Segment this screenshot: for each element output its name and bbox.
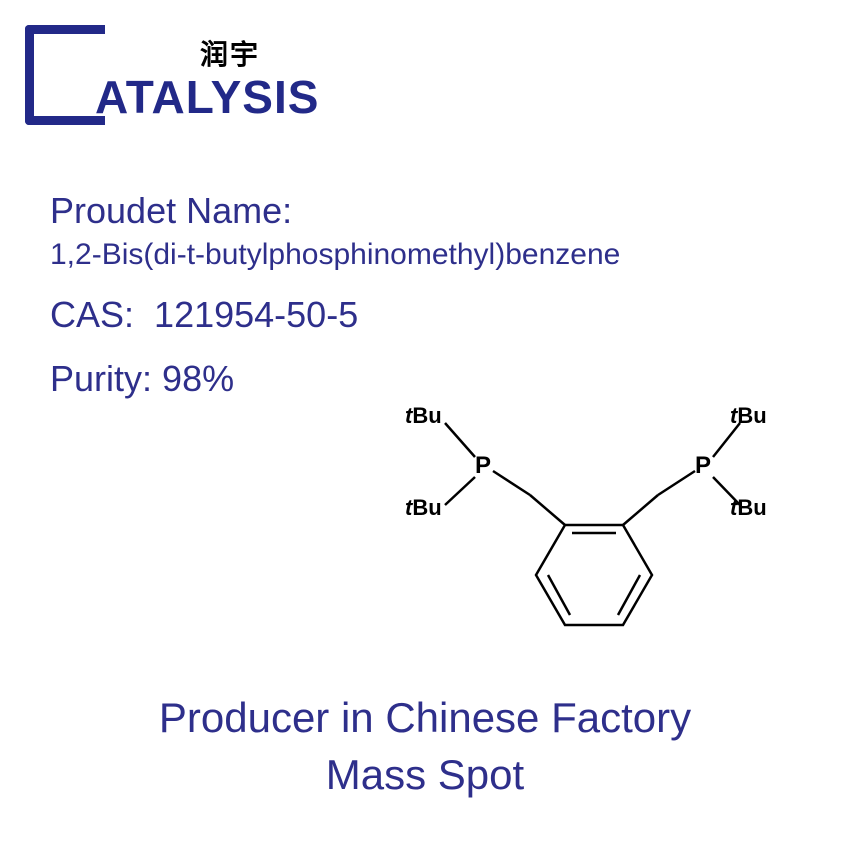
tbu-r: Bu [737,403,766,428]
tbu-r: Bu [412,495,441,520]
product-name-value: 1,2-Bis(di-t-butylphosphinomethyl)benzen… [50,238,800,272]
logo-main-text: ATALYSIS [95,70,319,124]
purity-value: 98% [162,358,234,399]
product-name-label: Proudet Name: [50,190,800,232]
tbu-r: Bu [412,403,441,428]
logo-chinese-text: 润宇 [200,33,260,73]
svg-text:tBu: tBu [730,403,767,428]
footer-line2: Mass Spot [326,751,524,798]
p-atom-left: P [475,452,491,479]
cas-label: CAS: [50,294,134,335]
cas-value: 121954-50-5 [154,294,358,335]
logo-c-shape [25,25,90,125]
p-atom-right: P [695,452,711,479]
footer-line1: Producer in Chinese Factory [159,694,691,741]
logo-block: 润宇 ATALYSIS [25,25,365,135]
purity-label: Purity: [50,358,152,399]
tbu-r: Bu [737,495,766,520]
footer-text: Producer in Chinese Factory Mass Spot [0,690,850,803]
svg-text:tBu: tBu [405,495,442,520]
product-info: Proudet Name: 1,2-Bis(di-t-butylphosphin… [50,190,800,422]
svg-text:tBu: tBu [405,403,442,428]
purity-row: Purity: 98% [50,358,800,400]
chemical-structure-diagram: tBu tBu tBu tBu P P [380,395,810,655]
cas-row: CAS: 121954-50-5 [50,294,800,336]
